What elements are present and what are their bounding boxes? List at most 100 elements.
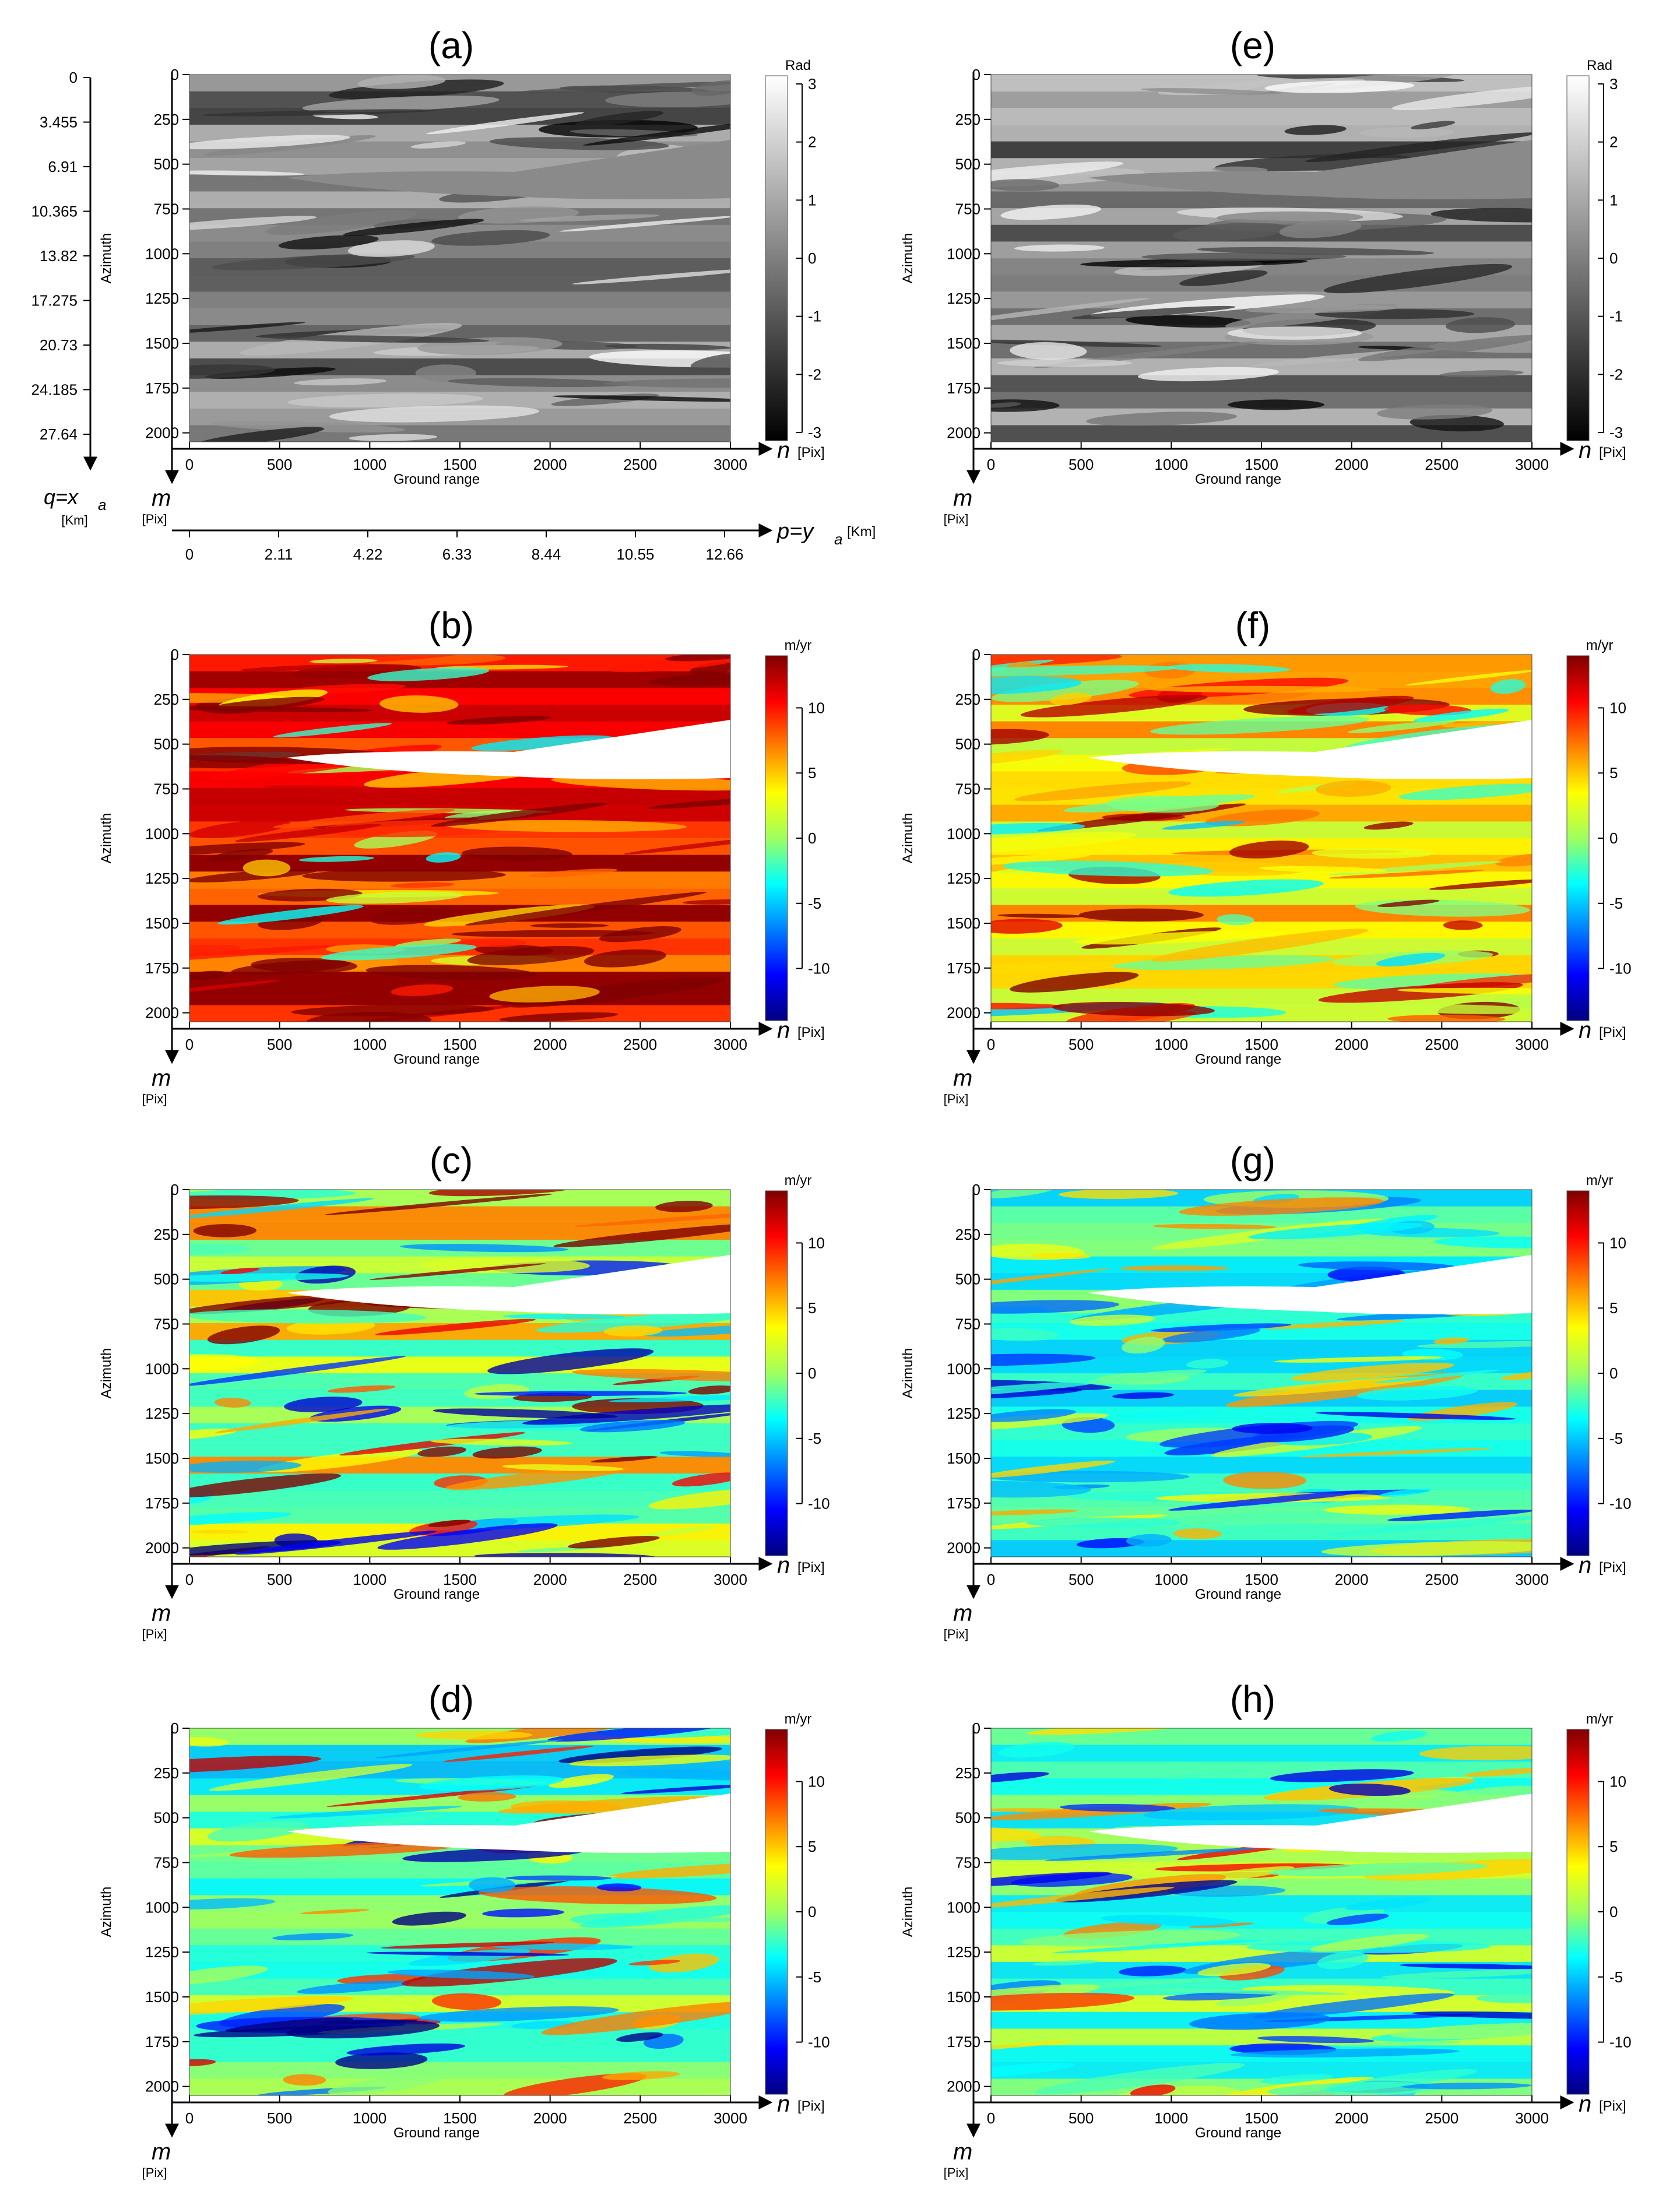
y-tick-label: 1750: [145, 379, 179, 397]
colorbar-tick-label: 3: [1609, 75, 1618, 93]
x-tick-label: 2500: [623, 2109, 657, 2127]
m-unit: [Pix]: [142, 1092, 167, 1106]
colorbar-tick-label: 0: [808, 249, 816, 267]
x-tick-label: 3000: [1515, 2109, 1549, 2127]
x-axis-label: Ground range: [1195, 1587, 1281, 1602]
panel-label: (e): [1230, 24, 1275, 66]
panel-label: (c): [430, 1140, 473, 1181]
y-tick-label: 2000: [145, 1539, 179, 1557]
colorbar-tick-label: -10: [1609, 2034, 1632, 2051]
y-tick-label: 1250: [145, 870, 179, 887]
x-tick-label: 2000: [533, 2109, 567, 2127]
colorbar-tick-label: -5: [1609, 1968, 1623, 1986]
m-unit: [Pix]: [944, 1627, 969, 1641]
colorbar-tick-label: 5: [808, 1838, 816, 1855]
colorbar: [765, 75, 788, 441]
y-tick-label: 250: [955, 691, 980, 708]
y-tick-label: 1500: [145, 915, 179, 932]
colorbar-unit: Rad: [785, 58, 811, 73]
colorbar-tick-label: -10: [1609, 960, 1632, 977]
p-tick-label: 6.33: [442, 546, 472, 563]
y-tick-label: 1250: [947, 1943, 980, 1961]
colorbar: [1566, 1729, 1590, 2095]
x-tick-label: 0: [185, 456, 194, 473]
x-tick-label: 1500: [443, 2109, 477, 2127]
x-tick-label: 1500: [1245, 1571, 1278, 1588]
km-scales: 03.4556.9110.36513.8217.27520.7324.18527…: [31, 69, 876, 563]
p-axis-unit: [Km]: [847, 524, 876, 540]
y-tick-label: 750: [955, 1854, 980, 1871]
y-tick-label: 750: [154, 200, 179, 217]
n-symbol: n: [777, 438, 790, 463]
y-tick-label: 750: [955, 200, 980, 217]
colorbar-tick-label: -1: [808, 308, 821, 325]
colorbar-tick-label: -5: [808, 1968, 821, 1986]
colorbar-tick-label: -10: [1609, 1495, 1632, 1513]
q-tick-label: 13.82: [40, 247, 78, 265]
map-image: [189, 655, 730, 1022]
map-image: [991, 655, 1532, 1022]
n-unit: [Pix]: [1599, 1025, 1626, 1040]
colorbar-tick-label: 5: [1609, 764, 1618, 782]
x-axis-label: Ground range: [393, 2125, 480, 2141]
x-tick-label: 1000: [1154, 2109, 1188, 2127]
y-tick-label: 2000: [947, 1004, 980, 1022]
n-symbol: n: [1579, 2091, 1591, 2117]
y-tick-label: 2000: [145, 2078, 179, 2095]
colorbar-tick-label: 5: [808, 764, 816, 782]
x-tick-label: 2000: [533, 1036, 567, 1053]
panel-f: (f) 0 250 500 750 1000 1250 1500 1750 2000 Azimuth…: [900, 604, 1632, 1106]
x-tick-label: 500: [267, 2109, 292, 2127]
n-symbol: n: [777, 2091, 790, 2117]
x-tick-label: 2500: [1425, 1571, 1458, 1588]
y-tick-label: 250: [154, 691, 179, 708]
x-tick-label: 3000: [714, 1036, 747, 1053]
y-axis-label: Azimuth: [99, 1348, 114, 1399]
panel-label: (a): [428, 24, 474, 66]
y-tick-label: 250: [154, 1226, 179, 1243]
colorbar-tick-label: -3: [1609, 424, 1623, 441]
x-tick-label: 3000: [714, 1571, 747, 1588]
map-image: [991, 1728, 1532, 2095]
map-image: [189, 1728, 730, 2095]
x-tick-label: 500: [1069, 1036, 1094, 1053]
colorbar-unit: m/yr: [1586, 638, 1614, 653]
colorbar-tick-label: -5: [808, 895, 821, 912]
p-tick-label: 2.11: [265, 546, 293, 563]
y-tick-label: 1500: [947, 915, 980, 932]
y-tick-label: 1750: [947, 2033, 980, 2051]
y-tick-label: 750: [154, 1854, 179, 1871]
n-unit: [Pix]: [1599, 2098, 1626, 2114]
n-unit: [Pix]: [797, 445, 825, 460]
colorbar-tick-label: 10: [1609, 1234, 1626, 1251]
x-axis-label: Ground range: [1195, 2125, 1281, 2141]
x-tick-label: 3000: [714, 456, 747, 473]
y-tick-label: 1000: [145, 825, 179, 842]
x-tick-label: 1000: [353, 2109, 386, 2127]
colorbar-tick-label: 5: [808, 1299, 816, 1317]
x-axis-label: Ground range: [393, 1587, 480, 1602]
colorbar-tick-label: 10: [1609, 699, 1626, 716]
panel-d: (d) 0 250 500 750 1000 1250 1500 1750 2000 Azimuth…: [99, 1678, 830, 2180]
y-tick-label: 500: [955, 1809, 980, 1827]
y-tick-label: 2000: [145, 424, 179, 442]
y-tick-label: 1500: [145, 1450, 179, 1467]
y-tick-label: 1750: [145, 1494, 179, 1512]
m-symbol: m: [152, 1065, 171, 1091]
x-tick-label: 0: [987, 1036, 995, 1053]
m-symbol: m: [152, 486, 171, 511]
panel-c: (c) 0 250 500 750 1000 1250 1500 1750 2000 Azimuth…: [99, 1140, 830, 1641]
panel-h: (h) 0 250 500 750 1000 1250 1500 1750 2000 Azimuth…: [900, 1678, 1632, 2180]
x-tick-label: 2500: [1425, 456, 1458, 473]
m-symbol: m: [953, 486, 972, 511]
y-tick-label: 750: [955, 1315, 980, 1332]
colorbar-tick-label: -1: [1609, 308, 1623, 325]
y-tick-label: 1000: [145, 1360, 179, 1377]
y-tick-label: 1250: [145, 290, 179, 307]
x-tick-label: 0: [185, 1036, 194, 1053]
colorbar-tick-label: 0: [1609, 1903, 1618, 1921]
n-unit: [Pix]: [1599, 445, 1626, 460]
x-tick-label: 3000: [1515, 1571, 1549, 1588]
m-unit: [Pix]: [142, 2165, 167, 2180]
